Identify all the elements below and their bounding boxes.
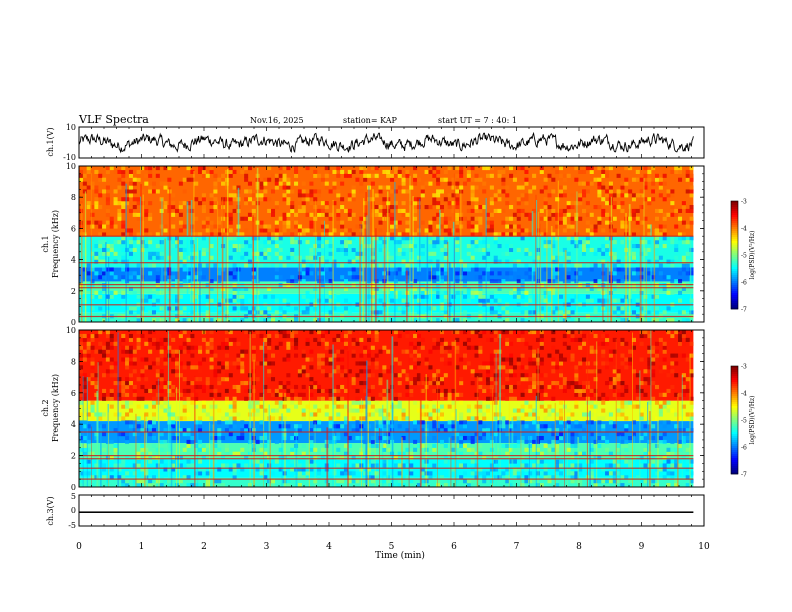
colorbar-label: log(PSD)(V²/Hz) <box>749 396 756 445</box>
freq-tick-label: 4 <box>71 420 76 429</box>
spectrogram-band <box>79 312 694 322</box>
ch3-waveform-trace <box>79 511 694 513</box>
freq-tick-label: 0 <box>71 483 76 492</box>
ch1-colorbar: -3 -4 -5 -6 -7 log(PSD)(V²/Hz) <box>730 199 756 314</box>
ch1-waveform-trace <box>79 131 694 154</box>
narrowband-line <box>79 287 694 289</box>
ch3-waveform-frame <box>78 494 705 527</box>
ch3-waveform-panel: 5 0 -5 ch.3(V) <box>46 492 705 530</box>
freq-tick-label: 4 <box>71 256 76 265</box>
freq-tick-label: 8 <box>71 193 76 202</box>
date-label: Nov.16, 2025 <box>250 116 304 125</box>
narrowband-line <box>79 431 694 433</box>
time-tick-label: 5 <box>389 542 395 552</box>
ch3-ytick-top: 5 <box>71 492 76 501</box>
freq-tick-label: 0 <box>71 318 76 327</box>
ch2-colorbar: -3 -4 -5 -6 -7 log(PSD)(V²/Hz) <box>730 364 756 479</box>
time-tick-label: 7 <box>514 542 520 552</box>
figure-title: VLF Spectra <box>78 113 149 126</box>
freq-tick-label: 6 <box>71 224 76 233</box>
time-tick-label: 4 <box>326 542 332 552</box>
colorbar-tick-label: -7 <box>741 307 747 314</box>
narrowband-line <box>79 304 694 306</box>
narrowband-line <box>79 235 694 237</box>
time-axis-label: Time (min) <box>375 550 425 561</box>
ch1-ylabel: ch.1(V) <box>46 127 55 156</box>
ch2-spec-ylabel-freq: Frequency (kHz) <box>51 374 60 442</box>
freq-tick-label: 2 <box>71 452 76 461</box>
ch2-spectrogram-panel: 0 2 4 6 8 10 ch.2 Frequency (kHz) -3 -4 -5 -6 -7 l… <box>41 326 756 492</box>
colorbar-tick-label: -3 <box>741 199 747 206</box>
colorbar-tick-label: -5 <box>741 253 747 260</box>
ch2-spec-ylabel-ch: ch.2 <box>41 399 50 416</box>
ch1-spectrogram-image <box>79 166 694 323</box>
time-tick-label: 6 <box>451 542 457 552</box>
time-tick-label: 3 <box>264 542 270 552</box>
time-tick-label: 10 <box>698 542 710 552</box>
time-tick-label: 0 <box>76 542 82 552</box>
start-time-label: start UT = 7 : 40: 1 <box>438 116 517 125</box>
colorbar-tick-label: -6 <box>741 445 747 452</box>
ch3-ytick-bottom: -5 <box>68 521 76 530</box>
freq-tick-label: 10 <box>66 326 76 335</box>
ch3-ytick-mid: 0 <box>71 506 76 515</box>
freq-tick-label: 8 <box>71 357 76 366</box>
time-tick-label: 2 <box>201 542 207 552</box>
ch3-ylabel: ch.3(V) <box>46 496 55 525</box>
colorbar-tick-label: -7 <box>741 472 747 479</box>
narrowband-line <box>79 262 694 264</box>
freq-tick-label: 2 <box>71 287 76 296</box>
colorbar-tick-label: -3 <box>741 364 747 371</box>
narrowband-line <box>79 467 694 469</box>
ch1-spec-ylabel-freq: Frequency (kHz) <box>51 210 60 278</box>
colorbar-label: log(PSD)(V²/Hz) <box>749 231 756 280</box>
ch1-spec-ylabel-ch: ch.1 <box>41 235 50 252</box>
ch1-ytick-bottom: -10 <box>63 153 76 162</box>
ch1-waveform-panel: 10 -10 ch.1(V) <box>46 123 705 162</box>
ch1-spectrogram-panel: 0 2 4 6 8 10 ch.1 Frequency (kHz) -3 -4 -5 -6 -7 l… <box>41 162 756 327</box>
narrowband-line <box>79 455 694 457</box>
ch1-ytick-top: 10 <box>66 123 76 132</box>
freq-tick-label: 6 <box>71 389 76 398</box>
station-label: station= KAP <box>343 116 398 125</box>
narrowband-line <box>79 458 694 460</box>
colorbar-tick-label: -4 <box>741 226 747 233</box>
time-axis: 0 1 2 3 4 5 6 7 8 9 10 <box>76 127 710 552</box>
ch2-spectrogram-image <box>79 330 694 488</box>
time-tick-label: 1 <box>139 542 145 552</box>
colorbar-tick-label: -5 <box>741 418 747 425</box>
narrowband-line <box>79 478 694 480</box>
time-tick-label: 9 <box>639 542 645 552</box>
narrowband-line <box>79 284 694 286</box>
colorbar-tick-label: -4 <box>741 391 747 398</box>
narrowband-line <box>79 315 694 318</box>
colorbar-tick-label: -6 <box>741 280 747 287</box>
freq-tick-label: 10 <box>66 162 76 171</box>
time-tick-label: 8 <box>576 542 582 552</box>
